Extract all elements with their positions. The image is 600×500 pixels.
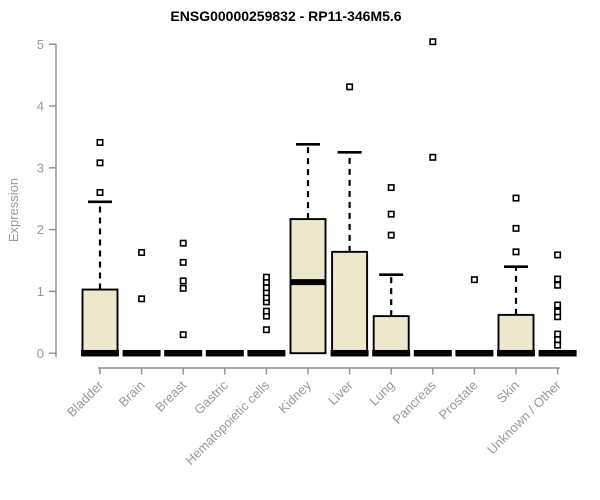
chart-title: ENSG00000259832 - RP11-346M5.6	[170, 8, 402, 24]
collapsed-box	[164, 349, 203, 357]
y-axis: 0 1 2 3 4 5	[37, 37, 57, 361]
boxplot-brain	[122, 248, 161, 357]
outlier-point	[554, 275, 562, 283]
y-tick-label: 3	[37, 160, 44, 175]
x-tick-label-kidney: Kidney	[275, 377, 314, 416]
boxplot-prostate	[455, 276, 494, 357]
box-body	[372, 315, 410, 355]
outlier-point	[179, 277, 187, 285]
collapsed-box	[247, 349, 286, 357]
x-tick-label-brain: Brain	[116, 378, 148, 410]
outlier-point	[512, 224, 520, 232]
outlier-point	[554, 341, 562, 349]
box-body	[331, 250, 369, 355]
median-line	[330, 349, 369, 357]
outlier-point	[387, 231, 395, 239]
x-tick-label-bladder: Bladder	[64, 377, 107, 420]
outlier-point	[554, 336, 562, 344]
outlier-point	[262, 284, 270, 292]
x-tick-label-prostate: Prostate	[436, 378, 481, 423]
outlier-point	[512, 248, 520, 256]
box-body	[289, 218, 327, 355]
y-tick-label: 1	[37, 284, 44, 299]
boxplot-liver	[330, 83, 369, 357]
outlier-point	[96, 138, 104, 146]
collapsed-box	[538, 349, 577, 357]
boxplot-breast	[164, 239, 203, 357]
outlier-point	[554, 281, 562, 289]
median-line	[81, 349, 119, 357]
outlier-point	[554, 308, 562, 316]
x-tick-label-pancreas: Pancreas	[389, 377, 439, 427]
y-tick-label: 2	[37, 222, 44, 237]
box-body	[81, 288, 119, 355]
outlier-point	[387, 184, 395, 192]
box-body	[497, 313, 535, 355]
median-line	[497, 349, 535, 357]
collapsed-box	[455, 349, 494, 357]
median-line	[290, 279, 326, 286]
outlier-point	[387, 210, 395, 218]
x-tick-label-unknown-other: Unknown / Other	[484, 377, 564, 457]
x-tick-label-lung: Lung	[366, 378, 397, 409]
outlier-point	[138, 248, 146, 256]
collapsed-box	[205, 349, 244, 357]
outlier-point	[96, 159, 104, 167]
outlier-point	[470, 276, 478, 284]
outlier-point	[179, 239, 187, 247]
boxplot-lung	[372, 184, 411, 357]
y-axis-label: Expression	[6, 177, 21, 243]
outlier-point	[179, 331, 187, 339]
outlier-point	[262, 307, 270, 315]
collapsed-box	[413, 349, 452, 357]
outlier-point	[346, 83, 354, 91]
boxplot-hematopoietic-cells	[247, 273, 286, 357]
outlier-point	[554, 301, 562, 309]
boxplot-pancreas	[413, 38, 452, 357]
x-tick-label-gastric: Gastric	[191, 377, 231, 417]
y-tick-label: 4	[37, 99, 44, 114]
x-tick-label-breast: Breast	[152, 377, 189, 414]
outlier-point	[179, 258, 187, 266]
boxplot-gastric	[205, 349, 244, 357]
y-tick-label: 0	[37, 346, 44, 361]
outlier-point	[262, 273, 270, 281]
y-tick-label: 5	[37, 37, 44, 52]
boxplot-skin	[497, 194, 535, 357]
outlier-point	[179, 284, 187, 292]
x-tick-label-liver: Liver	[325, 377, 356, 408]
outlier-point	[262, 326, 270, 334]
outlier-point	[429, 38, 437, 46]
outlier-point	[138, 295, 146, 303]
boxplot-kidney	[289, 143, 327, 355]
outlier-point	[429, 153, 437, 161]
boxplot-unknown-other	[538, 251, 577, 357]
collapsed-box	[122, 349, 161, 357]
median-line	[372, 349, 411, 357]
boxplot-bladder	[81, 138, 119, 357]
outlier-point	[96, 189, 104, 197]
outlier-point	[554, 251, 562, 259]
x-tick-label-skin: Skin	[494, 378, 522, 406]
outlier-point	[554, 330, 562, 338]
outlier-point	[512, 194, 520, 202]
